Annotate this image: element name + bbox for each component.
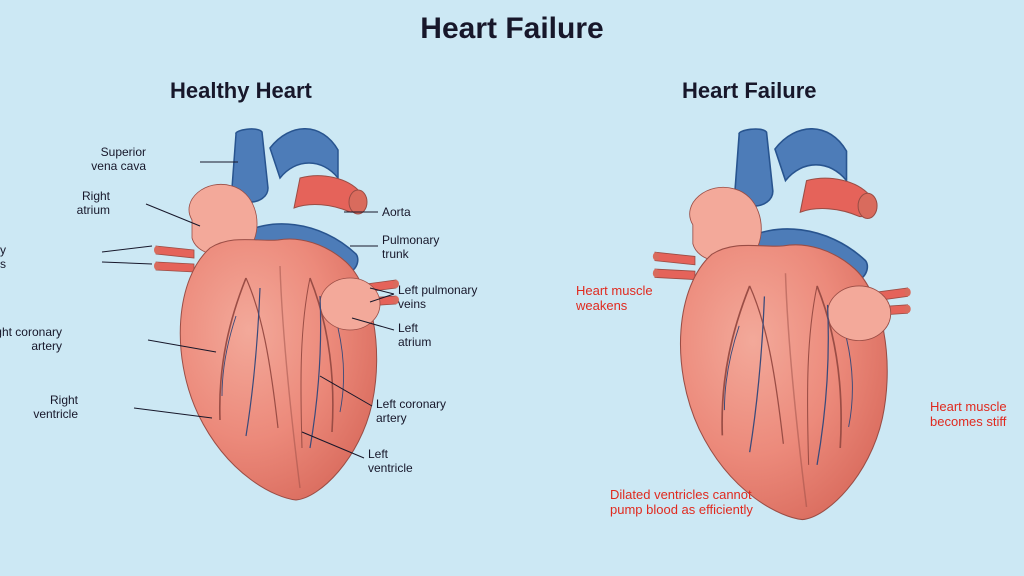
healthy-heart-subtitle: Healthy Heart <box>170 78 312 104</box>
label-rca: Right coronary artery <box>0 326 62 354</box>
label-dilate: Dilated ventricles cannot pump blood as … <box>610 488 753 518</box>
label-lca: Left coronary artery <box>376 398 446 426</box>
label-lv: Left ventricle <box>368 448 413 476</box>
main-title: Heart Failure <box>420 12 603 46</box>
label-lpv: Left pulmonary veins <box>398 284 477 312</box>
label-svc: Superior vena cava <box>91 146 146 174</box>
label-weak: Heart muscle weakens <box>576 284 653 314</box>
label-ra: Right atrium <box>77 190 110 218</box>
heart-failure-illustration <box>636 128 956 528</box>
heart-failure-subtitle: Heart Failure <box>682 78 817 104</box>
label-la: Left atrium <box>398 322 431 350</box>
label-stiff: Heart muscle becomes stiff <box>930 400 1007 430</box>
label-rv: Right ventricle <box>33 394 78 422</box>
label-pt: Pulmonary trunk <box>382 234 439 262</box>
diagram-canvas: Heart Failure Healthy Heart Heart Failur… <box>0 0 1024 576</box>
label-rpv: Right pulmonary veins <box>0 244 6 272</box>
label-aorta: Aorta <box>382 206 411 220</box>
